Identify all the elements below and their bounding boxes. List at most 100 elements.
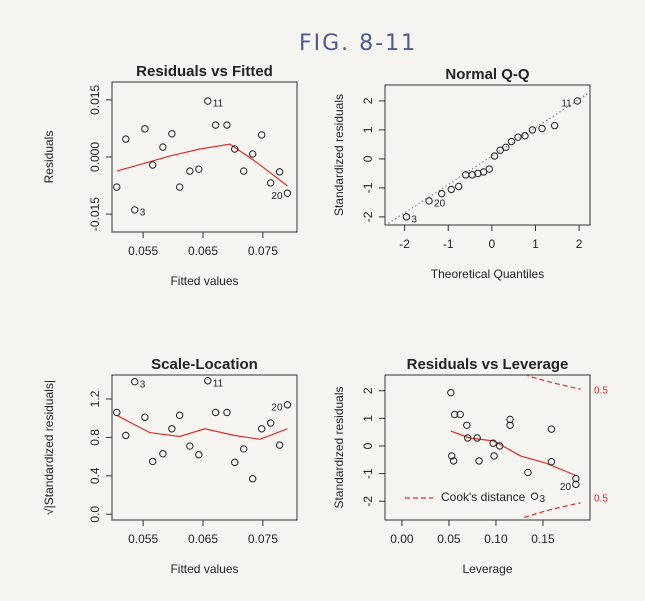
point <box>479 168 488 176</box>
point <box>141 413 149 421</box>
x-tick-label: 0.065 <box>188 244 218 258</box>
point <box>464 434 472 442</box>
x-tick-label: 0.15 <box>531 532 555 546</box>
point <box>141 125 149 133</box>
point <box>450 410 459 419</box>
legend-label: Cook's distance <box>441 490 526 504</box>
point <box>204 97 212 105</box>
chart-title: Residuals vs Fitted <box>136 63 273 80</box>
point <box>475 457 483 465</box>
point <box>168 425 176 433</box>
y-tick-label: 0.0 <box>88 506 102 523</box>
y-tick-label: 0 <box>361 442 375 449</box>
point <box>425 197 433 205</box>
x-tick-label: 0.10 <box>484 532 508 546</box>
smooth-line <box>116 143 288 187</box>
figure-title: FIG. 8-11 <box>299 31 417 56</box>
x-tick-label: 0.00 <box>390 532 414 546</box>
reference-line <box>385 91 590 225</box>
point <box>490 452 498 460</box>
point <box>283 189 292 197</box>
x-tick-label: -1 <box>443 237 454 251</box>
point <box>113 408 121 417</box>
point <box>159 143 167 151</box>
y-axis-label: Standardized residuals <box>332 386 346 508</box>
point <box>122 431 130 440</box>
point <box>283 401 292 409</box>
plot-frame <box>384 374 591 521</box>
y-tick-label: 2 <box>361 387 375 394</box>
point-label: 20 <box>560 482 572 493</box>
point <box>463 421 471 429</box>
y-tick-label: 0.8 <box>88 429 102 446</box>
point <box>211 408 220 417</box>
x-tick-label: 1 <box>532 237 539 251</box>
point <box>186 442 194 450</box>
x-tick-label: 0.055 <box>128 244 158 258</box>
point <box>223 121 231 129</box>
point <box>473 434 481 442</box>
y-axis-label: Residuals <box>42 131 56 184</box>
point <box>195 165 203 173</box>
cooks-distance-label: 0.5 <box>594 494 608 505</box>
y-tick-label: 0.4 <box>88 467 102 484</box>
point <box>524 468 532 477</box>
chart-title: Residuals vs Leverage <box>407 356 569 373</box>
y-tick-label: 0 <box>361 155 375 162</box>
point <box>496 442 504 450</box>
plot-frame <box>384 84 591 226</box>
y-tick-label: 1 <box>361 126 375 133</box>
y-tick-label: 2 <box>361 97 375 104</box>
point-label: 3 <box>540 494 546 505</box>
point <box>455 182 463 191</box>
point <box>149 161 157 169</box>
point-label: 11 <box>213 99 224 110</box>
y-tick-label: 1.2 <box>88 390 102 407</box>
x-axis-label: Fitted values <box>170 274 238 288</box>
point <box>550 121 559 130</box>
x-axis-label: Fitted values <box>170 562 238 576</box>
y-tick-label: 0.015 <box>88 85 102 115</box>
point <box>275 168 284 176</box>
point-label: 3 <box>411 215 417 226</box>
x-axis-label: Theoretical Quantiles <box>431 267 544 281</box>
point <box>122 135 130 143</box>
point <box>204 377 212 385</box>
point-label: 3 <box>140 208 146 219</box>
point <box>159 450 167 458</box>
chart-title: Normal Q-Q <box>445 66 530 83</box>
y-tick-label: 0.000 <box>88 142 102 172</box>
point <box>248 150 257 158</box>
point <box>195 451 203 459</box>
point-label: 11 <box>213 378 224 389</box>
point <box>485 165 493 173</box>
point <box>186 167 194 175</box>
cooks-distance-line <box>524 375 581 390</box>
point-label: 20 <box>271 191 283 202</box>
point <box>231 145 239 153</box>
x-tick-label: 0.075 <box>248 532 278 546</box>
x-tick-label: 0.065 <box>188 532 218 546</box>
point <box>438 189 446 198</box>
point-label: 20 <box>434 199 446 210</box>
point <box>538 124 546 133</box>
point-label: 3 <box>140 379 146 390</box>
point-label: 11 <box>561 99 572 110</box>
point <box>502 143 510 152</box>
plot-frame <box>111 374 298 521</box>
point <box>449 457 458 465</box>
x-axis-label: Leverage <box>462 562 512 576</box>
point <box>131 378 139 386</box>
point <box>168 130 176 138</box>
point <box>572 480 580 489</box>
x-tick-label: 0.055 <box>128 532 158 546</box>
chart-title: Scale-Location <box>151 356 258 373</box>
point <box>223 408 231 417</box>
x-tick-label: -2 <box>399 237 410 251</box>
point <box>547 458 556 466</box>
point <box>113 183 121 191</box>
point <box>521 132 529 140</box>
smooth-line <box>116 414 288 440</box>
point <box>131 206 139 214</box>
